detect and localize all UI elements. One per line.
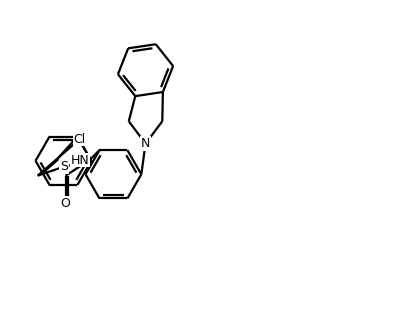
Text: HN: HN <box>70 154 89 167</box>
Text: Cl: Cl <box>73 133 86 146</box>
Text: O: O <box>61 197 70 210</box>
Text: N: N <box>140 137 150 150</box>
Text: S: S <box>60 160 68 173</box>
